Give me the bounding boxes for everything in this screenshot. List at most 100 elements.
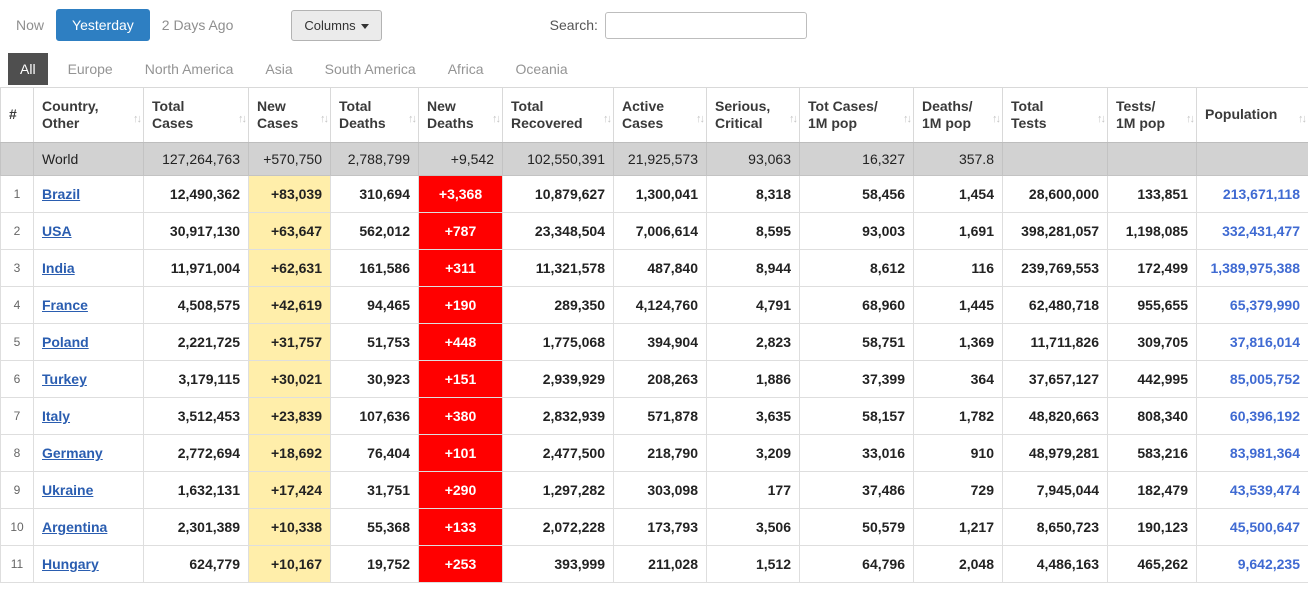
country-link[interactable]: Ukraine	[42, 482, 93, 498]
total-deaths-cell: 31,751	[331, 472, 419, 509]
country-link[interactable]: Italy	[42, 408, 70, 424]
table-row: 3India11,971,004+62,631161,586+31111,321…	[1, 250, 1308, 287]
country-link[interactable]: France	[42, 297, 88, 313]
tab-oceania[interactable]: Oceania	[504, 53, 580, 85]
column-header-country[interactable]: Country, Other↑↓	[34, 88, 144, 143]
column-header-active-cases[interactable]: Active Cases ↑↓	[614, 88, 707, 143]
new-cases-cell: +10,167	[249, 546, 331, 583]
country-cell: Italy	[34, 398, 144, 435]
column-header-population[interactable]: Population↑↓	[1197, 88, 1308, 143]
yesterday-button[interactable]: Yesterday	[56, 9, 150, 41]
tab-north-america[interactable]: North America	[133, 53, 246, 85]
country-link[interactable]: Poland	[42, 334, 89, 350]
column-header-new-deaths[interactable]: New Deaths ↑↓	[419, 88, 503, 143]
table-row: 7Italy3,512,453+23,839107,636+3802,832,9…	[1, 398, 1308, 435]
search-input[interactable]	[605, 12, 807, 39]
total-cases-cell: 2,301,389	[144, 509, 249, 546]
column-header-tests-1m[interactable]: Tests/ 1M pop↑↓	[1108, 88, 1197, 143]
population-cell: 213,671,118	[1197, 176, 1308, 213]
chevron-down-icon	[361, 24, 369, 29]
columns-dropdown-label: Columns	[304, 18, 355, 33]
column-header-label: Tot Cases/ 1M pop	[808, 98, 878, 132]
rank-cell: 1	[1, 176, 34, 213]
total-deaths-cell: 55,368	[331, 509, 419, 546]
country-link[interactable]: Hungary	[42, 556, 99, 572]
total-tests-cell: 4,486,163	[1003, 546, 1108, 583]
tab-south-america[interactable]: South America	[313, 53, 428, 85]
active-cases-cell: 1,300,041	[614, 176, 707, 213]
total-tests-cell: 239,769,553	[1003, 250, 1108, 287]
total-deaths-cell: 30,923	[331, 361, 419, 398]
new-deaths-cell: +448	[419, 324, 503, 361]
column-header-total-cases[interactable]: Total Cases↑↓	[144, 88, 249, 143]
country-link[interactable]: India	[42, 260, 75, 276]
column-header-total-recovered[interactable]: Total Recovered↑↓	[503, 88, 614, 143]
total-deaths-cell: 562,012	[331, 213, 419, 250]
country-link[interactable]: Brazil	[42, 186, 80, 202]
total-recovered-cell: 10,879,627	[503, 176, 614, 213]
new-cases-cell: +23,839	[249, 398, 331, 435]
country-link[interactable]: Turkey	[42, 371, 87, 387]
sort-icon: ↑↓	[696, 113, 703, 125]
total-recovered-cell: 289,350	[503, 287, 614, 324]
new-deaths-cell: +253	[419, 546, 503, 583]
population-cell: 85,005,752	[1197, 361, 1308, 398]
column-header-total-tests[interactable]: Total Tests↑↓	[1003, 88, 1108, 143]
population-cell	[1197, 143, 1308, 176]
columns-dropdown-button[interactable]: Columns	[291, 10, 381, 41]
sort-icon: ↑↓	[408, 113, 415, 125]
deaths-1m-cell: 729	[914, 472, 1003, 509]
population-cell: 45,500,647	[1197, 509, 1308, 546]
active-cases-cell: 7,006,614	[614, 213, 707, 250]
country-cell: Hungary	[34, 546, 144, 583]
column-header-new-cases[interactable]: New Cases ↑↓	[249, 88, 331, 143]
population-cell: 37,816,014	[1197, 324, 1308, 361]
column-header-total-deaths[interactable]: Total Deaths↑↓	[331, 88, 419, 143]
tab-europe[interactable]: Europe	[56, 53, 125, 85]
table-row: 10Argentina2,301,389+10,33855,368+1332,0…	[1, 509, 1308, 546]
population-cell: 60,396,192	[1197, 398, 1308, 435]
now-button[interactable]: Now	[4, 10, 56, 40]
population-cell: 332,431,477	[1197, 213, 1308, 250]
total-deaths-cell: 310,694	[331, 176, 419, 213]
tests-1m-cell: 1,198,085	[1108, 213, 1197, 250]
serious-critical-cell: 93,063	[707, 143, 800, 176]
tot-cases-1m-cell: 58,751	[800, 324, 914, 361]
new-cases-cell: +10,338	[249, 509, 331, 546]
new-cases-cell: +62,631	[249, 250, 331, 287]
new-cases-cell: +83,039	[249, 176, 331, 213]
total-recovered-cell: 23,348,504	[503, 213, 614, 250]
country-cell: France	[34, 287, 144, 324]
sort-icon: ↑↓	[603, 113, 610, 125]
column-header-label: New Cases	[257, 98, 298, 132]
column-header-deaths-1m[interactable]: Deaths/ 1M pop↑↓	[914, 88, 1003, 143]
total-tests-cell: 8,650,723	[1003, 509, 1108, 546]
column-header-label: New Deaths	[427, 98, 474, 132]
tab-africa[interactable]: Africa	[436, 53, 496, 85]
tab-asia[interactable]: Asia	[253, 53, 304, 85]
country-link[interactable]: USA	[42, 223, 72, 239]
new-deaths-cell: +311	[419, 250, 503, 287]
sort-icon: ↑↓	[992, 113, 999, 125]
deaths-1m-cell: 1,369	[914, 324, 1003, 361]
country-link[interactable]: Germany	[42, 445, 103, 461]
tab-all[interactable]: All	[8, 53, 48, 85]
column-header-tot-cases-1m[interactable]: Tot Cases/ 1M pop↑↓	[800, 88, 914, 143]
column-header-serious-critical[interactable]: Serious, Critical↑↓	[707, 88, 800, 143]
active-cases-cell: 211,028	[614, 546, 707, 583]
sort-icon: ↑↓	[492, 113, 499, 125]
total-cases-cell: 30,917,130	[144, 213, 249, 250]
sort-icon: ↑↓	[320, 113, 327, 125]
table-row: 1Brazil12,490,362+83,039310,694+3,36810,…	[1, 176, 1308, 213]
rank-cell: 4	[1, 287, 34, 324]
deaths-1m-cell: 2,048	[914, 546, 1003, 583]
total-cases-cell: 1,632,131	[144, 472, 249, 509]
table-row: 4France4,508,575+42,61994,465+190289,350…	[1, 287, 1308, 324]
country-link[interactable]: Argentina	[42, 519, 107, 535]
active-cases-cell: 173,793	[614, 509, 707, 546]
column-header-label: Serious, Critical	[715, 98, 770, 132]
column-header-label: Active Cases	[622, 98, 664, 132]
two-days-ago-button[interactable]: 2 Days Ago	[150, 10, 246, 40]
total-deaths-cell: 94,465	[331, 287, 419, 324]
sort-icon: ↑↓	[238, 113, 245, 125]
